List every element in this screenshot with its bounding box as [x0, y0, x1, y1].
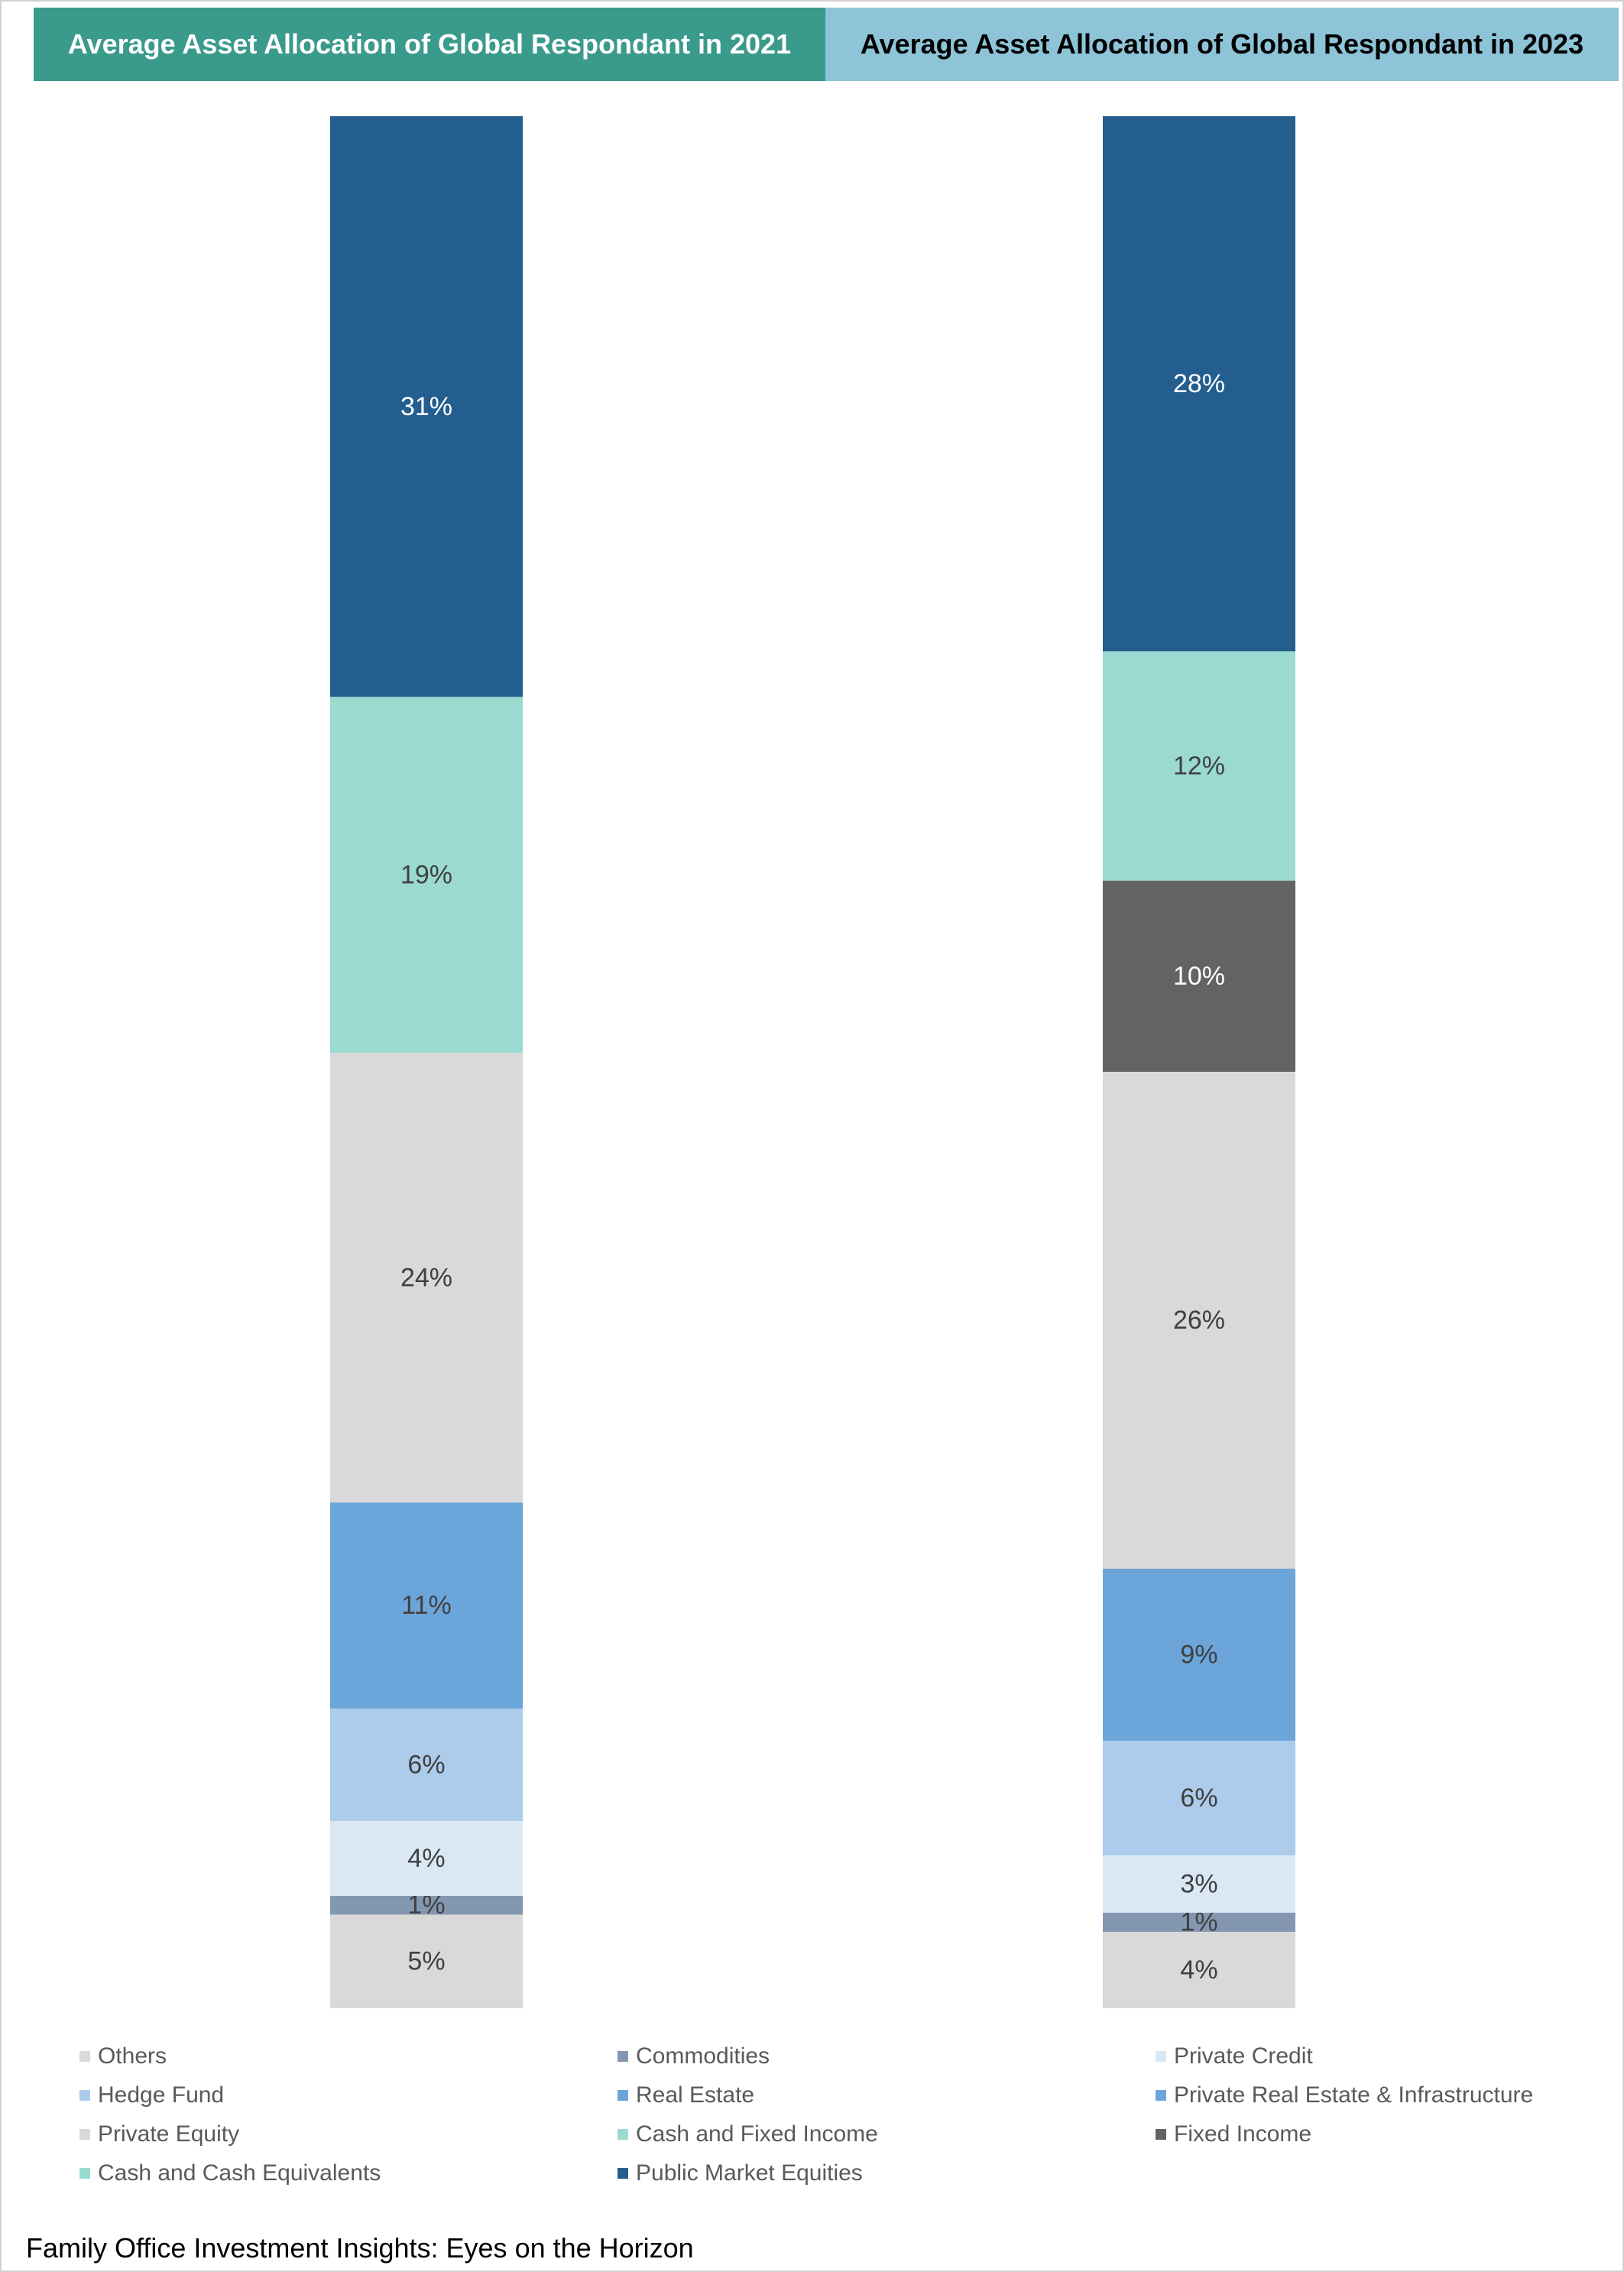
data-label-2023-8: 28%: [1173, 369, 1225, 398]
data-label-2023-4: 9%: [1180, 1641, 1217, 1670]
legend-label: Private Equity: [98, 2121, 240, 2147]
bar-segment-2023-private-equity: [1103, 1072, 1295, 1569]
bar-segment-2023-public-market-equities: [1103, 116, 1295, 651]
legend-label: Private Real Estate & Infrastructure: [1174, 2082, 1534, 2108]
bar-segment-2023-hedge-fund: [1103, 1741, 1295, 1855]
legend-item-others[interactable]: Others: [79, 2043, 618, 2069]
legend-label: Fixed Income: [1174, 2121, 1312, 2147]
bar-segment-2023-fixed-income: [1103, 881, 1295, 1072]
data-label-2021-6: 19%: [400, 860, 452, 889]
tab-2023-allocation[interactable]: Average Asset Allocation of Global Respo…: [825, 8, 1619, 81]
bar-segment-2021-real-estate: [330, 1502, 523, 1709]
data-label-2023-3: 6%: [1180, 1784, 1217, 1813]
bar-segment-2021-cash-and-fixed-income: [330, 696, 523, 1053]
legend-item-real-estate[interactable]: Real Estate: [618, 2082, 1156, 2108]
legend-swatch-icon: [1156, 2089, 1166, 2101]
footer-caption: Family Office Investment Insights: Eyes …: [26, 2232, 694, 2264]
legend-swatch-icon: [79, 2128, 90, 2140]
data-label-2021-4: 11%: [401, 1591, 452, 1620]
data-label-2023-5: 26%: [1173, 1306, 1225, 1335]
data-label-2021-3: 6%: [407, 1750, 445, 1779]
legend-label: Real Estate: [636, 2082, 755, 2108]
legend-label: Cash and Cash Equivalents: [98, 2160, 381, 2186]
data-label-2023-6: 10%: [1173, 962, 1225, 991]
legend-swatch-icon: [618, 2050, 628, 2062]
tab-2021-allocation[interactable]: Average Asset Allocation of Global Respo…: [34, 8, 825, 81]
legend-swatch-icon: [618, 2167, 628, 2179]
bar-segment-2021-private-credit: [330, 1820, 523, 1896]
bar-segment-2023-private-credit: [1103, 1855, 1295, 1913]
legend-item-public-market-equities[interactable]: Public Market Equities: [618, 2160, 1156, 2186]
data-label-2021-0: 5%: [407, 1947, 445, 1976]
legend-swatch-icon: [1156, 2128, 1166, 2140]
legend-item-fixed-income[interactable]: Fixed Income: [1156, 2121, 1583, 2147]
legend-item-private-credit[interactable]: Private Credit: [1156, 2043, 1583, 2069]
data-label-2021-7: 31%: [400, 392, 452, 421]
bar-segment-2023-private-real-estate-infrastructure: [1103, 1569, 1295, 1741]
legend-item-private-equity[interactable]: Private Equity: [79, 2121, 618, 2147]
data-label-2023-0: 4%: [1180, 1956, 1217, 1985]
bar-segment-2021-public-market-equities: [330, 116, 523, 697]
legend-item-private-real-estate-infrastructure[interactable]: Private Real Estate & Infrastructure: [1156, 2082, 1583, 2108]
legend-label: Commodities: [636, 2043, 770, 2069]
legend-item-hedge-fund[interactable]: Hedge Fund: [79, 2082, 618, 2108]
bar-segment-2023-cash-and-cash-equivalents: [1103, 651, 1295, 881]
legend-label: Others: [98, 2043, 167, 2069]
legend-item-cash-and-fixed-income[interactable]: Cash and Fixed Income: [618, 2121, 1156, 2147]
bar-segment-2021-commodities: [330, 1895, 523, 1915]
chart-legend: Others Commodities Private Credit Hedge Fun…: [79, 2043, 1577, 2186]
legend-swatch-icon: [79, 2167, 90, 2179]
bar-segment-2021-others: [330, 1914, 523, 2008]
stacked-bar-chart: 5%1%4%6%11%24%19%31%4%1%3%6%9%26%10%12%2…: [330, 116, 1295, 2008]
data-label-2021-5: 24%: [400, 1263, 452, 1292]
data-label-2023-2: 3%: [1180, 1870, 1217, 1899]
legend-swatch-icon: [618, 2128, 628, 2140]
bar-segment-2023-commodities: [1103, 1913, 1295, 1932]
legend-item-commodities[interactable]: Commodities: [618, 2043, 1156, 2069]
bar-segment-2021-hedge-fund: [330, 1708, 523, 1821]
legend-swatch-icon: [79, 2089, 90, 2101]
bar-segment-2021-private-equity: [330, 1053, 523, 1503]
legend-swatch-icon: [1156, 2050, 1166, 2062]
legend-label: Private Credit: [1174, 2043, 1313, 2069]
legend-swatch-icon: [79, 2050, 90, 2062]
bar-segment-2023-others: [1103, 1932, 1295, 2008]
legend-label: Hedge Fund: [98, 2082, 225, 2108]
data-label-2023-7: 12%: [1173, 751, 1225, 781]
legend-swatch-icon: [618, 2089, 628, 2101]
legend-label: Cash and Fixed Income: [636, 2121, 878, 2147]
legend-label: Public Market Equities: [636, 2160, 863, 2186]
legend-item-cash-and-cash-equivalents[interactable]: Cash and Cash Equivalents: [79, 2160, 618, 2186]
data-label-2021-2: 4%: [407, 1844, 445, 1873]
